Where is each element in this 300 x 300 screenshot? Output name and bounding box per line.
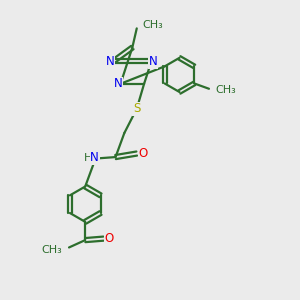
Text: N: N xyxy=(90,152,99,164)
Text: CH₃: CH₃ xyxy=(142,20,163,30)
Text: O: O xyxy=(105,232,114,245)
Text: O: O xyxy=(139,147,148,160)
Text: N: N xyxy=(148,55,157,68)
Text: CH₃: CH₃ xyxy=(215,85,236,95)
Text: N: N xyxy=(106,55,115,68)
Text: N: N xyxy=(114,77,123,90)
Text: S: S xyxy=(133,102,140,115)
Text: H: H xyxy=(84,153,92,163)
Text: CH₃: CH₃ xyxy=(42,245,62,255)
